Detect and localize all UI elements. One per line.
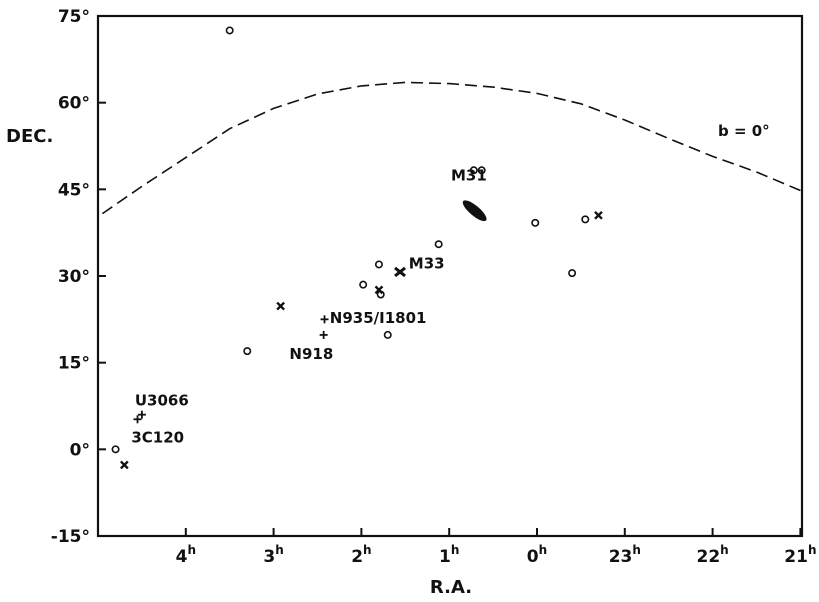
circle-marker [374, 260, 383, 269]
object-label: U3066 [135, 391, 189, 409]
x-tick-unit: h [720, 543, 729, 557]
x-marker [374, 285, 384, 295]
x-tick-label: 21h [784, 543, 816, 567]
plot-frame [96, 14, 804, 538]
x-tick-unit: h [451, 543, 460, 557]
x-marker [119, 460, 129, 470]
x-tick-label: 0h [527, 543, 547, 567]
x-marker [276, 301, 285, 311]
x-tick-unit: h [632, 543, 641, 557]
x-tick-unit: h [539, 543, 548, 557]
object-label: M33 [409, 254, 445, 272]
object-label: M31 [451, 167, 487, 185]
m33-galaxy-symbol [394, 266, 406, 278]
circle-marker [111, 445, 120, 454]
y-tick-label: 0° [70, 440, 90, 460]
object-label: N918 [289, 345, 333, 363]
x-axis: 4h 3h 2h 1h 0h 23h 22h 21h [176, 528, 817, 567]
m33-galaxy-stroke [394, 266, 406, 278]
x-marker-stroke [119, 460, 129, 470]
plus-marker [137, 410, 146, 419]
circle-marker [477, 166, 486, 175]
y-axis: 75° 60° 45° 30° 15° 0° -15° [51, 7, 106, 547]
circle-marker [581, 215, 590, 224]
object-label: 3C120 [131, 428, 184, 446]
x-tick-label: 3h [263, 543, 283, 567]
x-marker-stroke [374, 285, 384, 295]
x-tick-value: 0 [527, 547, 539, 567]
x-axis-title: R.A. [430, 577, 472, 598]
object-label: N935/I1801 [330, 309, 427, 327]
circle-marker [531, 218, 540, 227]
x-tick-value: 4 [176, 547, 188, 567]
m31-galaxy-symbol [462, 200, 487, 222]
x-tick-value: 3 [263, 547, 275, 567]
x-tick-label: 23h [609, 543, 641, 567]
x-tick-unit: h [363, 543, 372, 557]
plus-marker [133, 415, 142, 424]
y-tick-label: 15° [58, 354, 90, 374]
x-tick-unit: h [187, 543, 196, 557]
y-tick-label: 30° [58, 267, 90, 287]
y-tick-label: -15° [51, 527, 90, 547]
x-tick-label: 22h [696, 543, 728, 567]
x-marker [594, 210, 603, 220]
x-tick-value: 1 [439, 547, 451, 567]
y-tick-label: 60° [58, 94, 90, 114]
x-tick-unit: h [808, 543, 817, 557]
x-marker-stroke [594, 210, 603, 220]
x-tick-label: 4h [176, 543, 196, 567]
x-marker-stroke [276, 301, 285, 311]
galactic-plane-label: b = 0° [718, 122, 770, 140]
x-tick-unit: h [275, 543, 284, 557]
y-tick-label: 45° [58, 180, 90, 200]
galactic-plane-curve [101, 81, 801, 215]
circle-marker [568, 269, 577, 278]
plus-marker [320, 315, 329, 324]
x-tick-label: 2h [351, 543, 371, 567]
x-tick-value: 2 [351, 547, 363, 567]
data-points [111, 26, 603, 470]
y-axis-title: DEC. [6, 126, 53, 147]
circle-marker [383, 330, 392, 339]
x-tick-value: 23 [609, 547, 633, 567]
y-tick-label: 75° [58, 7, 90, 27]
x-tick-label: 1h [439, 543, 459, 567]
circle-marker [359, 280, 368, 289]
plus-marker [319, 330, 328, 339]
circle-marker [434, 240, 443, 249]
x-tick-value: 21 [784, 547, 808, 567]
galaxy-symbols [394, 200, 487, 278]
circle-marker [469, 166, 478, 175]
x-tick-value: 22 [696, 547, 720, 567]
circle-marker [243, 347, 252, 356]
object-labels: M31 M33 N935/I1801 N918 U3066 3C120 [131, 167, 486, 447]
circle-marker [225, 26, 234, 35]
